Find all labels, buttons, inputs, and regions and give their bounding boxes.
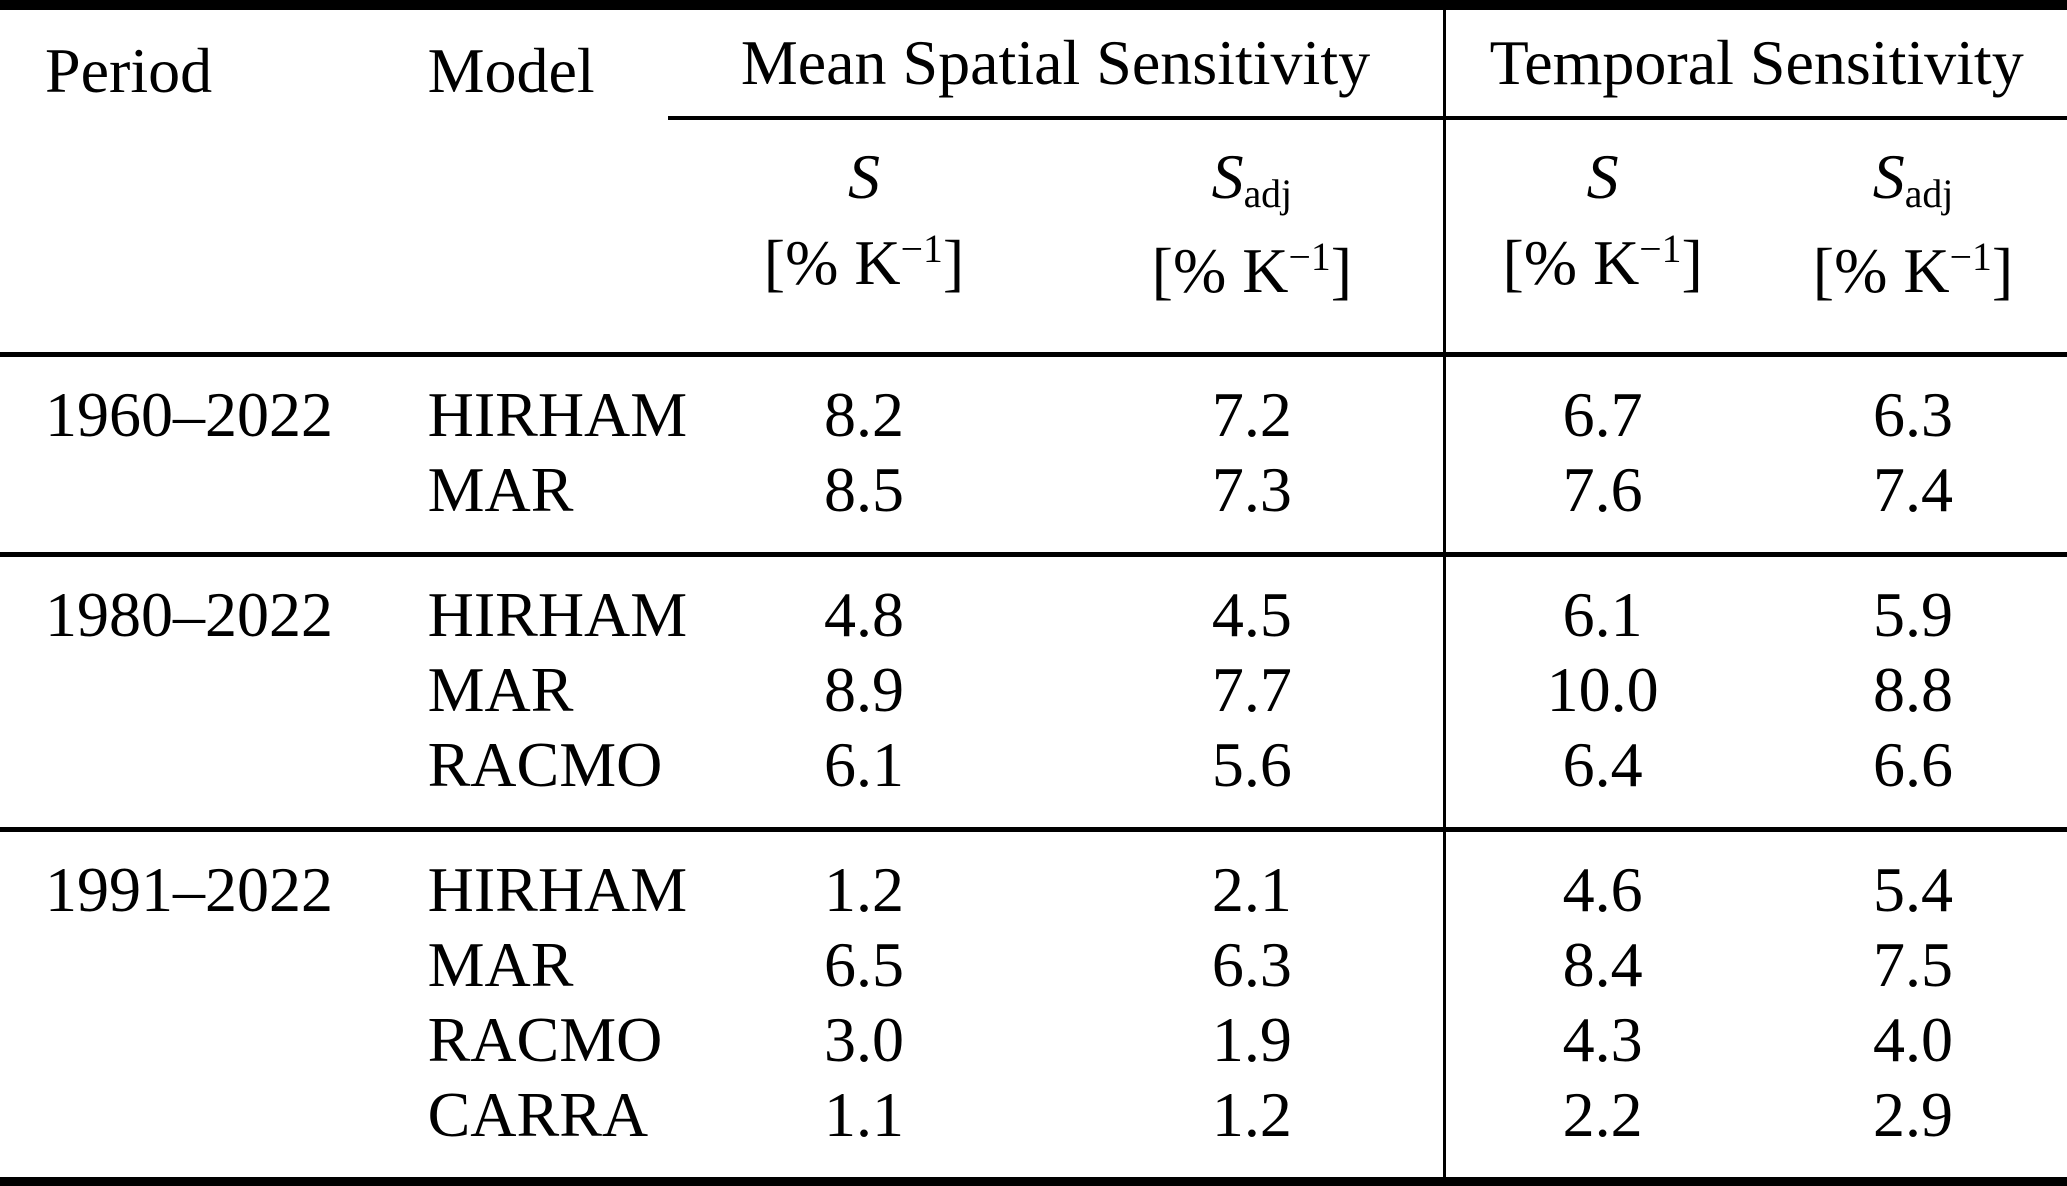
cell-model: HIRHAM: [419, 827, 687, 927]
table-row: MAR 6.5 6.3 8.4 7.5: [0, 927, 2067, 1002]
table-header: Period Model Mean Spatial Sensitivity Te…: [0, 5, 2067, 355]
cell-spatial-s: 1.1: [823, 1079, 904, 1150]
cell-temporal-sadj: 2.9: [1872, 1079, 1953, 1150]
cell-spatial-sadj: 5.6: [1211, 729, 1292, 800]
cell-spatial-s: 4.8: [667, 552, 1061, 652]
table-row: CARRA 1.1 1.2 2.2 2.9: [0, 1077, 2067, 1182]
subheader-sadj-temporal: Sadj [% K−1]: [1759, 118, 2067, 355]
sadj-symbol: Sadj: [1211, 141, 1293, 216]
unit-label: [% K−1]: [1502, 227, 1703, 298]
cell-spatial-s: 6.5: [823, 929, 904, 1000]
cell-period: [0, 652, 420, 727]
cell-temporal-s: 2.2: [1443, 1077, 1759, 1182]
table-body: 1960–2022 HIRHAM 8.2 7.2 6.7 6.3 MAR 8.5…: [0, 352, 2067, 1182]
cell-model: MAR: [427, 454, 574, 525]
cell-period: 1991–2022: [0, 827, 420, 927]
cell-spatial-sadj: 7.2: [1060, 352, 1445, 452]
cell-temporal-s: 6.7: [1443, 352, 1759, 452]
header-group-temporal: Temporal Sensitivity: [1443, 5, 2067, 120]
cell-temporal-sadj: 6.3: [1758, 352, 2067, 452]
table-row: 1991–2022 HIRHAM 1.2 2.1 4.6 5.4: [0, 827, 2067, 927]
header-period: Period: [45, 35, 213, 106]
cell-temporal-sadj: 5.9: [1758, 552, 2067, 652]
cell-period: [0, 1002, 420, 1077]
cell-temporal-sadj: 5.4: [1758, 827, 2067, 927]
cell-spatial-sadj: 7.3: [1211, 454, 1292, 525]
cell-period: [0, 1077, 420, 1182]
cell-temporal-s: 8.4: [1443, 927, 1759, 1002]
cell-period: [0, 452, 420, 555]
table-row: MAR 8.5 7.3 7.6 7.4: [0, 452, 2067, 555]
cell-temporal-sadj: 8.8: [1872, 654, 1953, 725]
cell-temporal-sadj: 7.5: [1872, 929, 1953, 1000]
subheader-sadj-spatial: Sadj [% K−1]: [1060, 118, 1444, 355]
cell-temporal-s: 4.3: [1443, 1002, 1759, 1077]
cell-spatial-sadj: 1.9: [1211, 1004, 1292, 1075]
cell-period: [0, 727, 420, 830]
cell-temporal-sadj: 4.0: [1872, 1004, 1953, 1075]
unit-label: [% K−1]: [763, 227, 965, 298]
header-row-groups: Period Model Mean Spatial Sensitivity Te…: [0, 5, 2067, 120]
cell-spatial-sadj: 7.7: [1211, 654, 1292, 725]
cell-model: MAR: [427, 654, 574, 725]
cell-period: 1960–2022: [0, 352, 420, 452]
cell-period: [0, 927, 420, 1002]
cell-spatial-sadj: 6.3: [1211, 929, 1292, 1000]
cell-model: MAR: [427, 929, 574, 1000]
cell-spatial-sadj: 4.5: [1060, 552, 1445, 652]
cell-model: HIRHAM: [419, 552, 687, 652]
cell-spatial-s: 8.9: [823, 654, 904, 725]
cell-temporal-sadj: 7.4: [1872, 454, 1953, 525]
cell-spatial-s: 8.2: [667, 352, 1061, 452]
table-row: MAR 8.9 7.7 10.0 8.8: [0, 652, 2067, 727]
cell-temporal-s: 10.0: [1443, 652, 1759, 727]
table-row: RACMO 3.0 1.9 4.3 4.0: [0, 1002, 2067, 1077]
cell-spatial-s: 8.5: [823, 454, 904, 525]
cell-temporal-s: 7.6: [1443, 452, 1759, 555]
cell-model: CARRA: [427, 1079, 649, 1150]
table-row: RACMO 6.1 5.6 6.4 6.6: [0, 727, 2067, 830]
table-row: 1980–2022 HIRHAM 4.8 4.5 6.1 5.9: [0, 552, 2067, 652]
cell-model: RACMO: [427, 729, 663, 800]
cell-model: RACMO: [427, 1004, 663, 1075]
cell-spatial-s: 6.1: [823, 729, 904, 800]
unit-label: [% K−1]: [1151, 235, 1352, 306]
header-model: Model: [427, 35, 595, 106]
s-symbol: S: [847, 141, 880, 212]
header-row-symbols: S [% K−1] Sadj [% K−1] S [% K−1] Sadj [%…: [0, 118, 2067, 355]
cell-temporal-s: 6.1: [1443, 552, 1759, 652]
subheader-s-temporal: S [% K−1]: [1443, 118, 1759, 355]
cell-spatial-sadj: 1.2: [1211, 1079, 1292, 1150]
header-group-spatial: Mean Spatial Sensitivity: [667, 5, 1445, 120]
sadj-symbol: Sadj: [1872, 141, 1954, 216]
cell-model: HIRHAM: [419, 352, 687, 452]
s-symbol: S: [1586, 141, 1619, 212]
cell-temporal-s: 6.4: [1443, 727, 1759, 830]
cell-spatial-s: 1.2: [667, 827, 1061, 927]
cell-temporal-sadj: 6.6: [1872, 729, 1953, 800]
cell-spatial-s: 3.0: [823, 1004, 904, 1075]
cell-spatial-sadj: 2.1: [1060, 827, 1445, 927]
subheader-s-spatial: S [% K−1]: [668, 118, 1061, 355]
cell-period: 1980–2022: [0, 552, 420, 652]
unit-label: [% K−1]: [1812, 235, 2014, 306]
table-row: 1960–2022 HIRHAM 8.2 7.2 6.7 6.3: [0, 352, 2067, 452]
cell-temporal-s: 4.6: [1443, 827, 1759, 927]
